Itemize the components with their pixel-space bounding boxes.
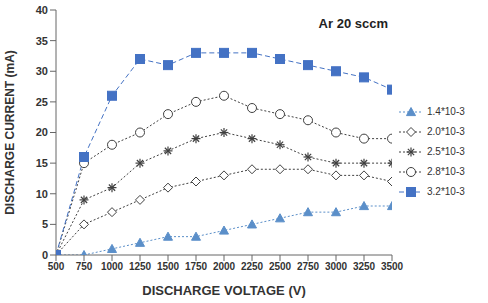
svg-text:3250: 3250 xyxy=(353,261,376,272)
html-text:2.0*10-3: 2.0*10-3 xyxy=(427,126,465,137)
svg-text:DISCHARGE VOLTAGE (V): DISCHARGE VOLTAGE (V) xyxy=(142,283,305,298)
svg-text:2500: 2500 xyxy=(269,261,292,272)
html-text:2.5*10-3: 2.5*10-3 xyxy=(427,146,465,157)
svg-text:750: 750 xyxy=(76,261,93,272)
svg-text:20: 20 xyxy=(36,126,48,138)
svg-text:1750: 1750 xyxy=(185,261,208,272)
svg-text:500: 500 xyxy=(48,261,65,272)
svg-text:1000: 1000 xyxy=(101,261,124,272)
svg-text:30: 30 xyxy=(36,65,48,77)
svg-text:25: 25 xyxy=(36,96,48,108)
html-text:3.2*10-3: 3.2*10-3 xyxy=(427,186,465,197)
svg-text:DISCHARGE CURRENT (mA): DISCHARGE CURRENT (mA) xyxy=(8,50,17,215)
svg-text:1500: 1500 xyxy=(157,261,180,272)
svg-text:3500: 3500 xyxy=(381,261,404,272)
svg-text:2250: 2250 xyxy=(241,261,264,272)
svg-text:2750: 2750 xyxy=(297,261,320,272)
svg-text:10: 10 xyxy=(36,188,48,200)
svg-text:40: 40 xyxy=(36,4,48,16)
svg-text:35: 35 xyxy=(36,35,48,47)
svg-text:0: 0 xyxy=(42,249,48,261)
svg-text:5: 5 xyxy=(42,218,48,230)
svg-text:3000: 3000 xyxy=(325,261,348,272)
html-text:Ar 20 sccm: Ar 20 sccm xyxy=(318,16,388,31)
svg-text:2000: 2000 xyxy=(213,261,236,272)
html-text:1.4*10-3: 1.4*10-3 xyxy=(427,106,465,117)
svg-text:1250: 1250 xyxy=(129,261,152,272)
html-text:2.8*10-3: 2.8*10-3 xyxy=(427,166,465,177)
svg-text:15: 15 xyxy=(36,157,48,169)
